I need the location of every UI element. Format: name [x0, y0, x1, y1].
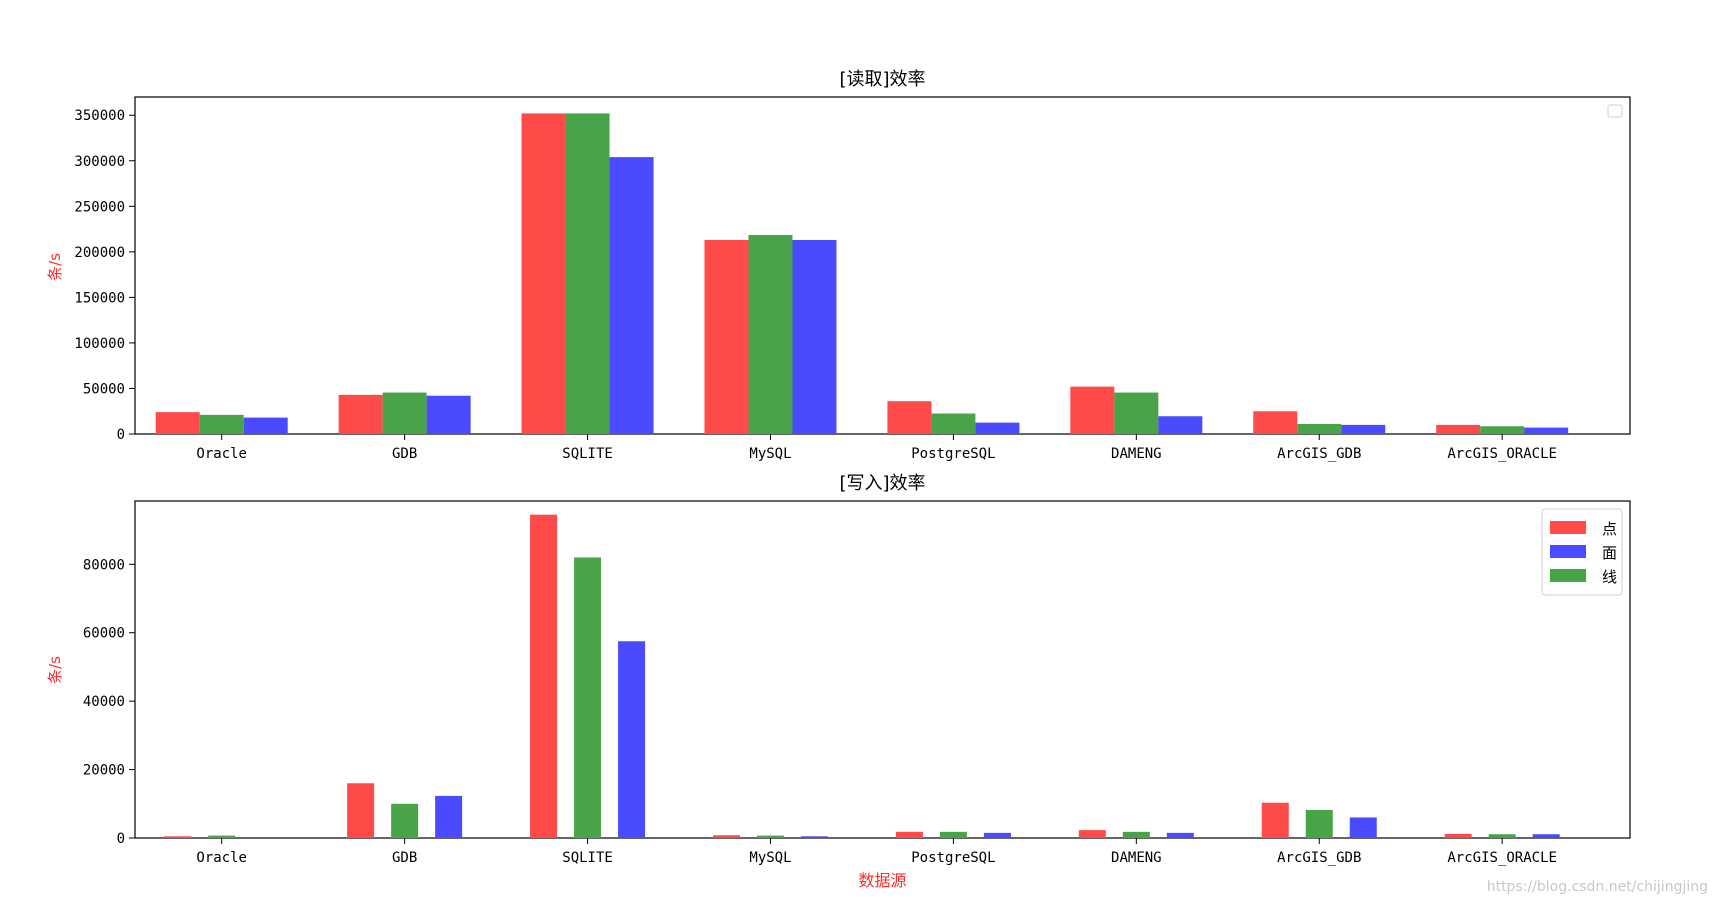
- y-tick-label: 40000: [83, 694, 125, 710]
- bar-面-MySQL: [800, 836, 828, 838]
- x-tick-label: ArcGIS_GDB: [1277, 850, 1361, 866]
- y-tick-label: 100000: [74, 336, 125, 352]
- bar-series3-Oracle: [243, 417, 288, 434]
- bar-series1-PostgreSQL: [887, 401, 932, 434]
- x-tick-label: PostgreSQL: [911, 446, 995, 462]
- bar-series2-MySQL: [748, 234, 793, 434]
- x-tick-label: ArcGIS_GDB: [1277, 446, 1361, 462]
- legend-label-面: 面: [1602, 544, 1617, 562]
- bar-series2-ArcGIS_ORACLE: [1480, 426, 1525, 434]
- y-tick-label: 250000: [74, 199, 125, 215]
- bar-线-GDB: [391, 803, 419, 838]
- bar-线-Oracle: [208, 835, 236, 838]
- x-tick-label: SQLITE: [562, 446, 613, 462]
- x-tick-label: DAMENG: [1111, 446, 1162, 462]
- y-axis-label: 条/s: [46, 253, 64, 281]
- bar-点-GDB: [347, 783, 375, 838]
- bar-series2-SQLITE: [565, 113, 610, 434]
- bar-面-SQLITE: [618, 641, 646, 838]
- bar-series1-MySQL: [704, 239, 749, 434]
- legend-label-线: 线: [1602, 568, 1617, 586]
- bar-面-ArcGIS_GDB: [1349, 817, 1377, 838]
- x-tick-label: PostgreSQL: [911, 850, 995, 866]
- bar-点-MySQL: [712, 835, 740, 838]
- x-tick-label: DAMENG: [1111, 850, 1162, 866]
- bar-线-DAMENG: [1122, 831, 1150, 838]
- bar-series2-PostgreSQL: [931, 413, 976, 434]
- bar-series3-ArcGIS_ORACLE: [1524, 427, 1569, 434]
- chart-title: [读取]效率: [839, 69, 925, 90]
- bar-series3-GDB: [426, 395, 471, 434]
- bar-series3-DAMENG: [1158, 416, 1203, 434]
- y-tick-label: 300000: [74, 154, 125, 170]
- y-tick-label: 200000: [74, 245, 125, 261]
- x-tick-label: GDB: [392, 850, 417, 866]
- y-tick-label: 50000: [83, 381, 125, 397]
- bar-series2-DAMENG: [1114, 392, 1159, 434]
- bar-线-ArcGIS_GDB: [1305, 809, 1333, 838]
- legend-swatch-面: [1550, 545, 1586, 558]
- plot-area-frame: [134, 500, 1631, 839]
- bar-series2-Oracle: [199, 414, 244, 434]
- bar-点-PostgreSQL: [895, 831, 923, 838]
- y-tick-label: 150000: [74, 290, 125, 306]
- bar-series3-PostgreSQL: [975, 422, 1020, 434]
- legend-swatch-线: [1550, 569, 1586, 582]
- bar-点-ArcGIS_ORACLE: [1444, 833, 1472, 838]
- x-tick-label: MySQL: [749, 850, 791, 866]
- y-tick-label: 20000: [83, 763, 125, 779]
- legend-empty-box: [1607, 104, 1623, 118]
- bar-series1-ArcGIS_ORACLE: [1436, 424, 1481, 434]
- bar-series1-ArcGIS_GDB: [1253, 411, 1298, 434]
- x-tick-label: GDB: [392, 446, 417, 462]
- y-tick-label: 60000: [83, 626, 125, 642]
- bar-线-ArcGIS_ORACLE: [1488, 834, 1516, 838]
- bar-series1-SQLITE: [521, 113, 566, 434]
- legend-swatch-点: [1550, 521, 1586, 534]
- bar-面-DAMENG: [1166, 832, 1194, 838]
- bar-series1-DAMENG: [1070, 386, 1115, 434]
- x-tick-label: Oracle: [196, 446, 247, 462]
- bar-series1-Oracle: [155, 412, 200, 434]
- x-tick-label: ArcGIS_ORACLE: [1447, 446, 1557, 462]
- bar-线-SQLITE: [574, 557, 602, 838]
- y-tick-label: 350000: [74, 108, 125, 124]
- y-tick-label: 0: [117, 831, 125, 847]
- bar-series3-MySQL: [792, 239, 837, 434]
- bar-点-ArcGIS_GDB: [1261, 802, 1289, 838]
- y-axis-label: 条/s: [46, 656, 64, 684]
- y-tick-label: 80000: [83, 557, 125, 573]
- bar-series3-SQLITE: [609, 157, 654, 434]
- x-tick-label: ArcGIS_ORACLE: [1447, 850, 1557, 866]
- y-tick-label: 0: [117, 427, 125, 443]
- x-tick-label: MySQL: [749, 446, 791, 462]
- plot-area-frame: [134, 96, 1631, 435]
- bar-点-DAMENG: [1078, 830, 1106, 838]
- bar-线-MySQL: [756, 835, 784, 838]
- x-axis-label: 数据源: [858, 871, 906, 890]
- bar-面-ArcGIS_ORACLE: [1532, 834, 1560, 838]
- watermark: https://blog.csdn.net/chijingjing: [1486, 879, 1708, 895]
- bar-series2-GDB: [382, 392, 427, 434]
- bar-面-PostgreSQL: [983, 832, 1011, 838]
- bar-series2-ArcGIS_GDB: [1297, 423, 1342, 434]
- legend-label-点: 点: [1602, 520, 1617, 538]
- bar-series1-GDB: [338, 394, 383, 434]
- bar-series3-ArcGIS_GDB: [1341, 424, 1386, 434]
- bar-点-Oracle: [164, 836, 192, 838]
- bar-面-GDB: [435, 795, 463, 838]
- bar-点-SQLITE: [530, 514, 558, 838]
- x-tick-label: SQLITE: [562, 850, 613, 866]
- chart-title: [写入]效率: [839, 473, 925, 494]
- bar-线-PostgreSQL: [939, 831, 967, 838]
- x-tick-label: Oracle: [196, 850, 247, 866]
